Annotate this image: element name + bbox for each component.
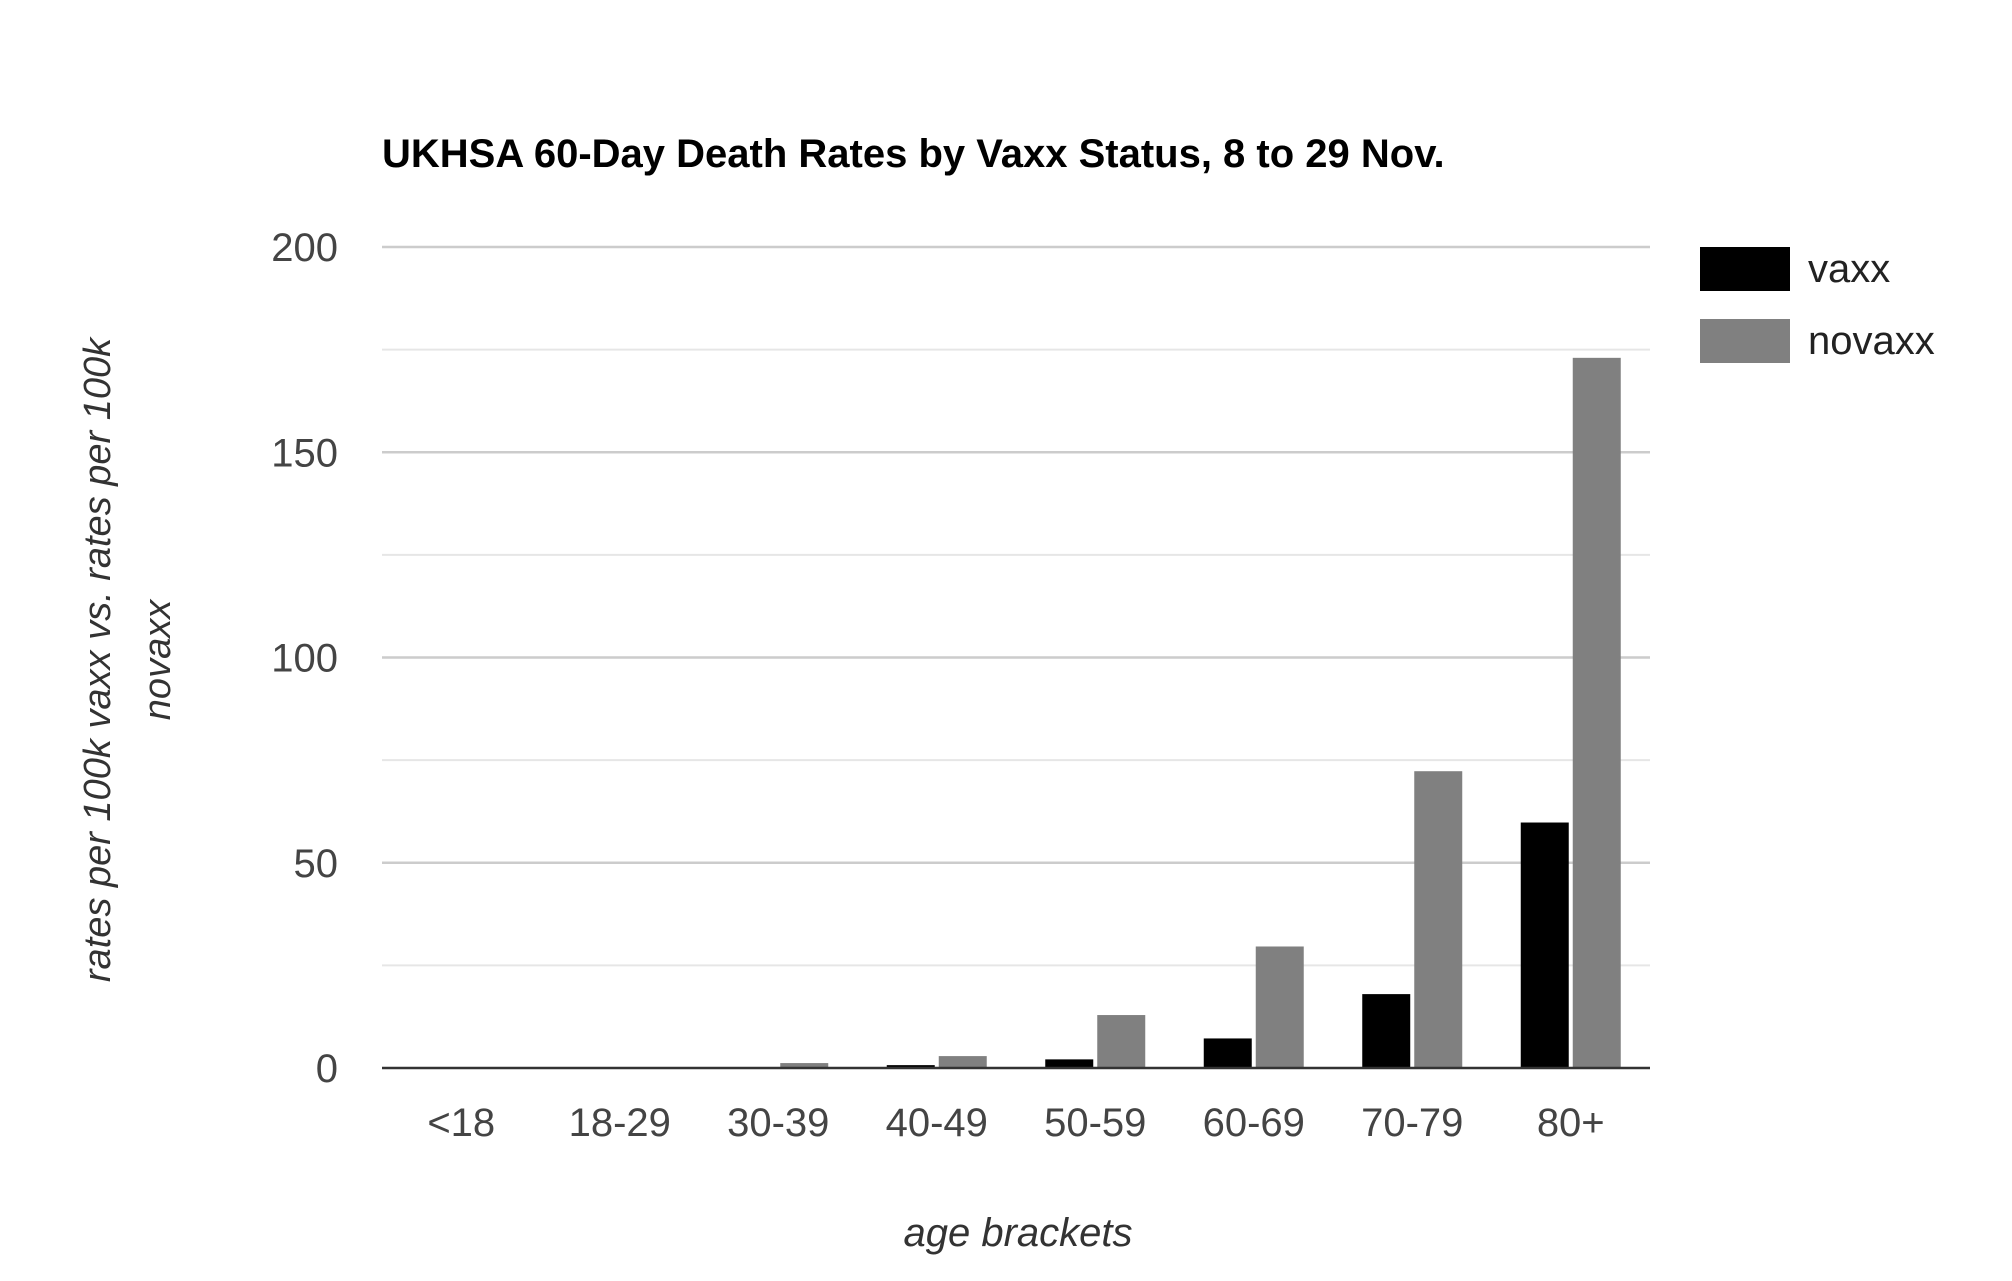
legend-label-novaxx: novaxx	[1808, 319, 1935, 363]
bar-novaxx-5	[1097, 1015, 1146, 1068]
bar-novaxx-3	[780, 1063, 829, 1068]
x-tick-label: <18	[427, 1101, 495, 1145]
gridlines	[382, 245, 1650, 967]
x-tick-label: 70-79	[1361, 1101, 1463, 1145]
bar-vaxx-5	[1045, 1059, 1094, 1068]
x-axis-title: age brackets	[903, 1211, 1132, 1255]
x-tick-label: 18-29	[569, 1101, 671, 1145]
legend-swatch-novaxx	[1700, 319, 1790, 363]
x-tick-label: 40-49	[886, 1101, 988, 1145]
bar-novaxx-6	[1255, 946, 1304, 1068]
chart-title: UKHSA 60-Day Death Rates by Vaxx Status,…	[382, 132, 1445, 176]
y-tick-label: 150	[271, 431, 338, 475]
y-tick-label: 50	[294, 842, 339, 886]
x-tick-label: 50-59	[1044, 1101, 1146, 1145]
bar-novaxx-8	[1572, 357, 1621, 1069]
bar-novaxx-4	[938, 1056, 987, 1068]
bar-vaxx-7	[1362, 994, 1411, 1068]
bars	[780, 357, 1621, 1069]
x-tick-label: 30-39	[727, 1101, 829, 1145]
bar-vaxx-4	[886, 1065, 935, 1068]
y-tick-label: 100	[271, 637, 338, 681]
x-tick-label: 80+	[1537, 1101, 1605, 1145]
y-axis-title-line-2: novaxx	[137, 598, 179, 720]
x-axis-ticks: <18 18-29 30-39 40-49 50-59 60-69 70-79 80+	[427, 1101, 1604, 1145]
legend-swatch-vaxx	[1700, 247, 1790, 291]
x-tick-label: 60-69	[1203, 1101, 1305, 1145]
y-axis-ticks: 0 50 100 150 200	[271, 226, 338, 1091]
y-tick-label: 0	[316, 1047, 338, 1091]
y-axis-title: rates per 100k vaxx vs. rates per 100k n…	[77, 336, 179, 982]
bar-vaxx-6	[1203, 1038, 1252, 1068]
y-axis-title-line-1: rates per 100k vaxx vs. rates per 100k	[77, 336, 119, 982]
legend-label-vaxx: vaxx	[1808, 247, 1890, 291]
bar-novaxx-7	[1414, 771, 1463, 1068]
legend: vaxx novaxx	[1700, 247, 1935, 363]
y-tick-label: 200	[271, 226, 338, 270]
bar-vaxx-8	[1520, 822, 1569, 1068]
